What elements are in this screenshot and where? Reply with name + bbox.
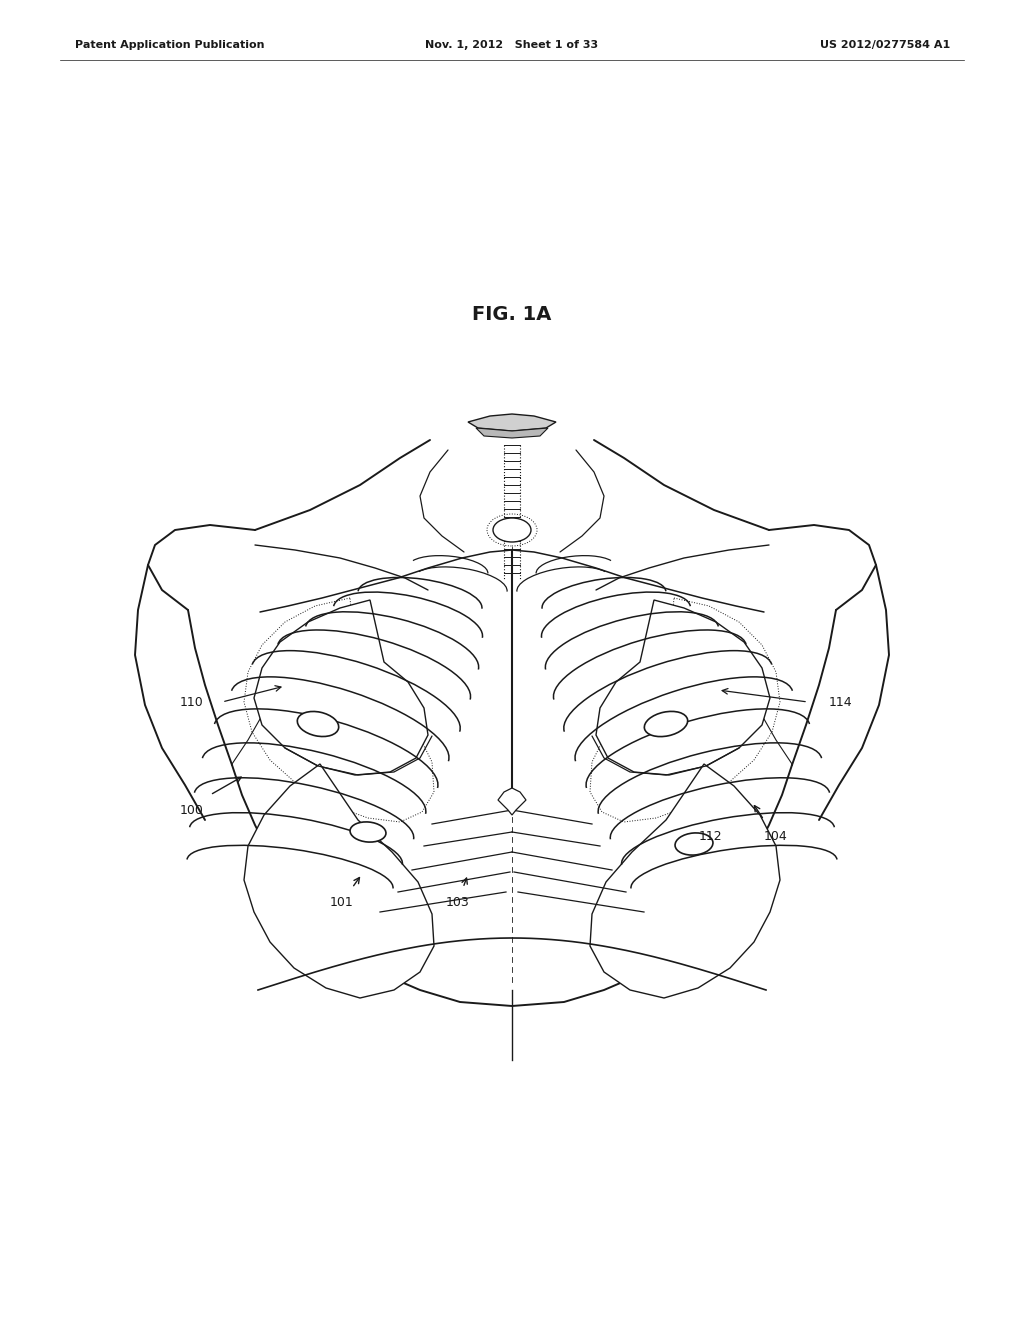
Text: Nov. 1, 2012   Sheet 1 of 33: Nov. 1, 2012 Sheet 1 of 33 — [425, 40, 599, 50]
Text: 100: 100 — [180, 804, 204, 817]
Polygon shape — [596, 601, 770, 775]
Ellipse shape — [297, 711, 339, 737]
Text: FIG. 1A: FIG. 1A — [472, 305, 552, 325]
Polygon shape — [476, 428, 548, 438]
Ellipse shape — [350, 822, 386, 842]
Polygon shape — [468, 414, 556, 432]
Polygon shape — [254, 601, 428, 775]
Text: 103: 103 — [446, 895, 470, 908]
Text: Patent Application Publication: Patent Application Publication — [75, 40, 264, 50]
Polygon shape — [244, 764, 434, 998]
Text: 104: 104 — [764, 829, 787, 842]
Ellipse shape — [644, 711, 688, 737]
Polygon shape — [498, 788, 526, 814]
Text: 110: 110 — [180, 696, 204, 709]
Ellipse shape — [493, 517, 531, 543]
Text: 114: 114 — [828, 696, 852, 709]
Ellipse shape — [675, 833, 713, 855]
Text: 112: 112 — [698, 829, 722, 842]
Text: US 2012/0277584 A1: US 2012/0277584 A1 — [820, 40, 950, 50]
Text: 101: 101 — [330, 895, 354, 908]
Polygon shape — [590, 764, 780, 998]
